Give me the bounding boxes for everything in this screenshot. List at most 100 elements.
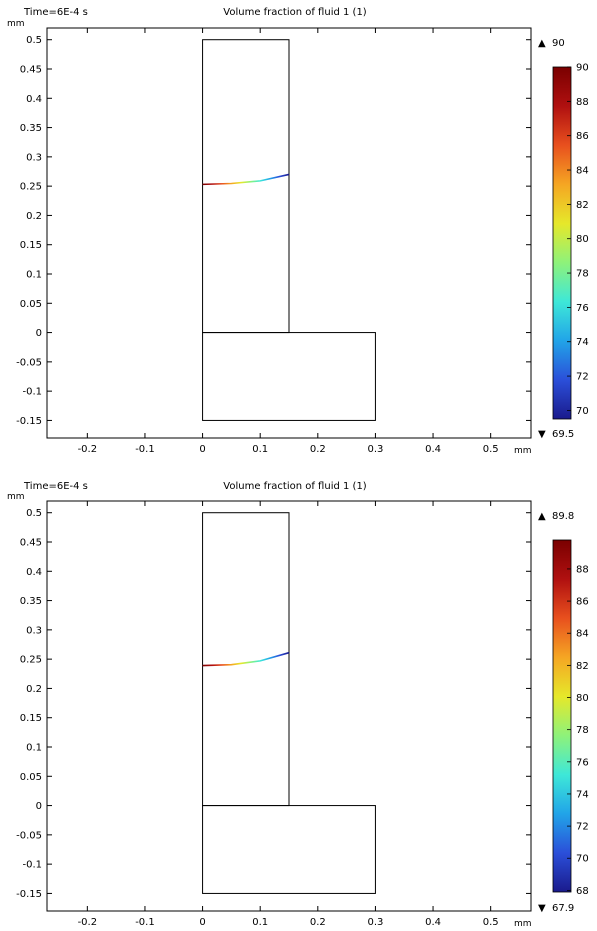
time-label: Time=6E-4 s: [23, 481, 88, 492]
colorbar: ▲ 89.8 ▼ 67.9 88 86 84 82 80 78 76 74 72 70 68: [538, 511, 589, 914]
y-unit-label: mm: [7, 19, 25, 29]
colorbar-tick-label: 70: [576, 854, 589, 865]
y-tick-label: 0.3: [26, 152, 42, 163]
interface-curve: [202, 173, 290, 186]
x-unit-label: mm: [514, 446, 532, 456]
y-tick-label: -0.15: [16, 416, 42, 427]
plot-panel-bottom: Time=6E-4 s Volume fraction of fluid 1 (…: [7, 481, 589, 929]
colorbar-tick-label: 74: [576, 337, 589, 348]
colorbar-tick-label: 86: [576, 597, 589, 608]
x-tick-label: 0.3: [367, 917, 383, 928]
colorbar-tick-label: 78: [576, 269, 589, 280]
y-tick-label: 0.3: [26, 625, 42, 636]
colorbar-tick-label: 82: [576, 200, 589, 211]
x-tick-label: 0.5: [483, 444, 499, 455]
y-tick-label: 0.1: [26, 743, 42, 754]
colorbar-tick-label: 88: [576, 564, 589, 575]
y-tick-label: -0.05: [16, 830, 42, 841]
y-tick-label: 0.35: [20, 596, 42, 607]
y-tick-label: 0.4: [26, 94, 42, 105]
upper-channel-outline: [202, 39, 290, 334]
y-tick-label: 0.5: [26, 35, 42, 46]
x-axis-ticks: -0.2 -0.1 0 0.1 0.2 0.3 0.4 0.5: [78, 28, 499, 455]
colorbar-max-label: 89.8: [552, 511, 574, 522]
y-unit-label: mm: [7, 492, 25, 502]
x-tick-label: -0.1: [135, 444, 155, 455]
interface-line: [202, 173, 290, 186]
lower-channel-outline: [202, 805, 376, 894]
colorbar-max-marker: ▲: [538, 38, 546, 49]
colorbar-tick-label: 90: [576, 63, 589, 74]
y-tick-label: 0.5: [26, 508, 42, 519]
y-axis-ticks: 0.5 0.45 0.4 0.35 0.3 0.25 0.2 0.15 0.1 0.05 0 -0.0…: [16, 35, 531, 427]
colorbar-tick-label: 70: [576, 406, 589, 417]
plot-title: Volume fraction of fluid 1 (1): [223, 7, 367, 18]
x-tick-label: -0.2: [78, 917, 98, 928]
y-tick-label: 0.2: [26, 211, 42, 222]
colorbar-max-label: 90: [552, 38, 565, 49]
colorbar-min-marker: ▼: [538, 903, 546, 914]
colorbar-gradient: [552, 66, 572, 420]
plot-axes-frame: [46, 500, 532, 912]
y-tick-label: 0.45: [20, 65, 42, 76]
y-tick-label: 0.15: [20, 713, 42, 724]
y-tick-label: 0.4: [26, 567, 42, 578]
plot-axes-frame: [46, 27, 532, 439]
y-tick-label: 0.45: [20, 538, 42, 549]
colorbar-max-marker: ▲: [538, 511, 546, 522]
x-tick-label: 0.3: [367, 444, 383, 455]
x-tick-label: -0.2: [78, 444, 98, 455]
y-tick-label: 0: [36, 328, 42, 339]
interface-curve: [202, 651, 290, 667]
interface-line: [202, 651, 290, 667]
colorbar-tick-label: 80: [576, 693, 589, 704]
colorbar-tick-label: 76: [576, 757, 589, 768]
x-tick-label: 0: [199, 444, 205, 455]
y-tick-label: 0.05: [20, 772, 42, 783]
x-tick-label: 0.2: [310, 444, 326, 455]
colorbar-tick-label: 84: [576, 629, 589, 640]
colorbar-gradient: [552, 539, 572, 893]
x-axis-ticks: -0.2 -0.1 0 0.1 0.2 0.3 0.4 0.5: [78, 501, 499, 928]
colorbar-tick-label: 82: [576, 661, 589, 672]
x-tick-label: 0.4: [425, 917, 441, 928]
geometry: [202, 39, 376, 421]
colorbar-min-marker: ▼: [538, 429, 546, 440]
y-tick-label: -0.15: [16, 889, 42, 900]
y-tick-label: -0.1: [22, 860, 42, 871]
time-label: Time=6E-4 s: [23, 7, 88, 18]
colorbar-tick-label: 84: [576, 166, 589, 177]
plot-panel-top: Time=6E-4 s Volume fraction of fluid 1 (…: [7, 7, 589, 456]
x-tick-label: 0.1: [252, 444, 268, 455]
colorbar-tick-label: 68: [576, 886, 589, 897]
lower-channel-outline: [202, 332, 376, 421]
y-tick-label: 0.1: [26, 270, 42, 281]
x-tick-label: 0: [199, 917, 205, 928]
geometry: [202, 512, 376, 894]
y-tick-label: 0.25: [20, 655, 42, 666]
colorbar-tick-label: 76: [576, 303, 589, 314]
colorbar-tick-label: 72: [576, 822, 589, 833]
x-tick-label: 0.4: [425, 444, 441, 455]
colorbar-tick-label: 80: [576, 234, 589, 245]
x-unit-label: mm: [514, 919, 532, 929]
y-tick-label: 0.2: [26, 684, 42, 695]
y-tick-label: 0.35: [20, 123, 42, 134]
y-tick-label: 0: [36, 801, 42, 812]
colorbar-tick-label: 78: [576, 725, 589, 736]
colorbar-tick-label: 86: [576, 131, 589, 142]
colorbar: ▲ 90 ▼ 69.5 90 88 86 84 82 80 78 76 74 72 70: [538, 38, 589, 440]
x-tick-label: 0.5: [483, 917, 499, 928]
x-tick-label: 0.1: [252, 917, 268, 928]
x-tick-label: 0.2: [310, 917, 326, 928]
x-tick-label: -0.1: [135, 917, 155, 928]
y-tick-label: 0.15: [20, 240, 42, 251]
y-tick-label: -0.1: [22, 387, 42, 398]
colorbar-tick-label: 74: [576, 789, 589, 800]
colorbar-min-label: 69.5: [552, 429, 574, 440]
upper-channel-outline: [202, 512, 290, 807]
colorbar-min-label: 67.9: [552, 903, 574, 914]
y-tick-label: -0.05: [16, 357, 42, 368]
colorbar-tick-label: 88: [576, 97, 589, 108]
